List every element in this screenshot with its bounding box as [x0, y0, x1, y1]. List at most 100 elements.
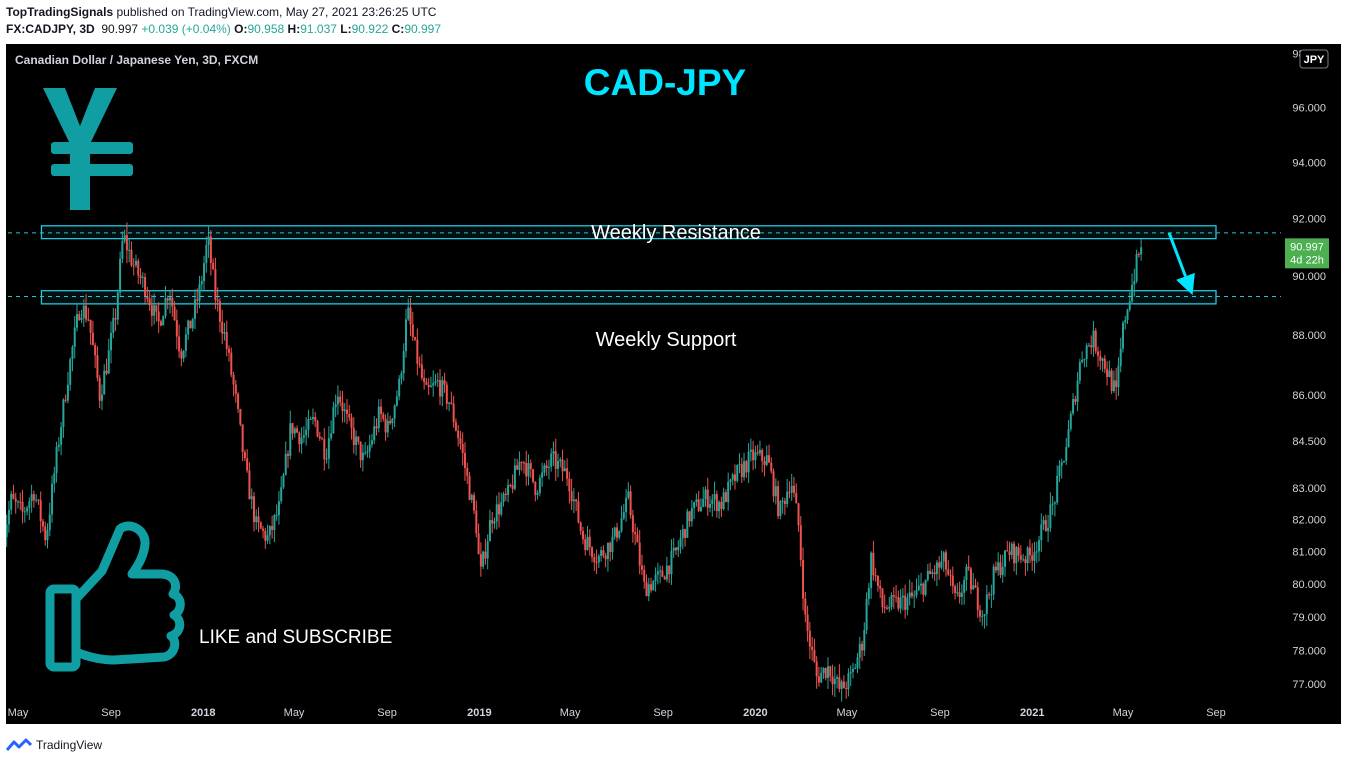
candle	[110, 321, 113, 364]
candle	[547, 459, 550, 480]
zone-label-support: Weekly Support	[596, 329, 737, 351]
candle	[845, 681, 848, 699]
candle	[23, 506, 26, 523]
candle	[291, 422, 294, 440]
candle	[307, 409, 310, 438]
candle-body	[847, 673, 850, 690]
price-chart[interactable]: Canadian Dollar / Japanese Yen, 3D, FXCM…	[1, 44, 1341, 724]
candle-body	[311, 416, 314, 419]
candle	[940, 550, 943, 570]
candle-body	[815, 661, 818, 677]
candle	[838, 664, 841, 693]
candle-body	[66, 384, 69, 401]
candle-body	[681, 529, 684, 539]
candle	[60, 421, 63, 456]
footer: TradingView	[6, 736, 102, 754]
candle	[80, 309, 83, 323]
candle-body	[141, 276, 144, 278]
candle-body	[80, 317, 83, 320]
candle-body	[743, 461, 746, 478]
candle	[895, 585, 898, 603]
candle	[606, 542, 609, 572]
yen-icon	[43, 88, 133, 210]
candle	[411, 311, 414, 341]
candle-body	[225, 332, 228, 349]
candle	[799, 516, 802, 567]
candle	[910, 582, 913, 599]
footer-brand[interactable]: TradingView	[36, 738, 103, 752]
candle	[296, 425, 299, 434]
candle-body	[520, 462, 523, 464]
candle	[305, 417, 308, 446]
candle-body	[1013, 543, 1016, 564]
publisher-name[interactable]: TopTradingSignals	[6, 5, 114, 19]
candle	[275, 504, 278, 521]
candle	[311, 408, 314, 425]
candle-body	[507, 485, 510, 495]
candle-body	[736, 464, 739, 481]
candle	[729, 478, 732, 491]
candle-body	[382, 413, 385, 419]
y-tick-label: 81.000	[1292, 547, 1326, 559]
candle	[373, 416, 376, 445]
candle	[1060, 458, 1063, 479]
candle-body	[656, 571, 659, 575]
candle-body	[908, 592, 911, 598]
candle-body	[554, 451, 557, 469]
candle	[883, 594, 886, 614]
candle-body	[341, 402, 344, 412]
candle-body	[534, 481, 537, 495]
candle	[32, 490, 35, 508]
candle	[867, 582, 870, 606]
candle-body	[686, 511, 689, 538]
candle-body	[808, 630, 811, 647]
candle	[223, 322, 226, 341]
candle-body	[568, 478, 571, 492]
candle-body	[173, 306, 176, 321]
candle-body	[575, 499, 578, 502]
candle	[1087, 342, 1090, 347]
candle	[207, 225, 210, 258]
candle	[252, 491, 255, 532]
candle	[221, 309, 224, 345]
candle-body	[255, 516, 258, 523]
candle-body	[668, 565, 671, 575]
candle-body	[627, 491, 630, 498]
candle	[749, 438, 752, 462]
candle-body	[777, 486, 780, 517]
candle-body	[1115, 380, 1118, 388]
candle	[817, 666, 820, 687]
candle-body	[838, 677, 841, 689]
candle-body	[416, 339, 419, 364]
candle-body	[268, 525, 271, 536]
candle-body	[502, 493, 505, 503]
candle	[520, 461, 523, 471]
symbol-label[interactable]: FX:CADJPY, 3D	[6, 22, 95, 36]
candle	[214, 257, 217, 310]
chart-panel[interactable]: Canadian Dollar / Japanese Yen, 3D, FXCM…	[1, 44, 1341, 724]
candle-body	[275, 515, 278, 517]
candle-body	[239, 408, 242, 425]
candle-body	[175, 320, 178, 337]
candle	[377, 399, 380, 433]
candle	[232, 371, 235, 397]
candle-body	[100, 394, 103, 401]
candle	[901, 588, 904, 611]
candle-body	[339, 396, 342, 403]
x-tick-label: 2021	[1020, 707, 1044, 719]
x-tick-label: Sep	[377, 707, 397, 719]
candle-body	[493, 521, 496, 524]
candle-body	[761, 450, 764, 462]
candle-body	[529, 463, 532, 470]
candle-body	[792, 485, 795, 493]
candle	[10, 490, 13, 515]
candle	[316, 419, 319, 438]
candle	[609, 541, 612, 562]
y-tick-label: 82.000	[1292, 515, 1326, 527]
candle-body	[51, 483, 54, 515]
candle-body	[218, 301, 221, 322]
candle-body	[924, 579, 927, 595]
currency-badge[interactable]: JPY	[1299, 49, 1329, 69]
candle	[1038, 535, 1041, 562]
candle-body	[1024, 559, 1027, 564]
